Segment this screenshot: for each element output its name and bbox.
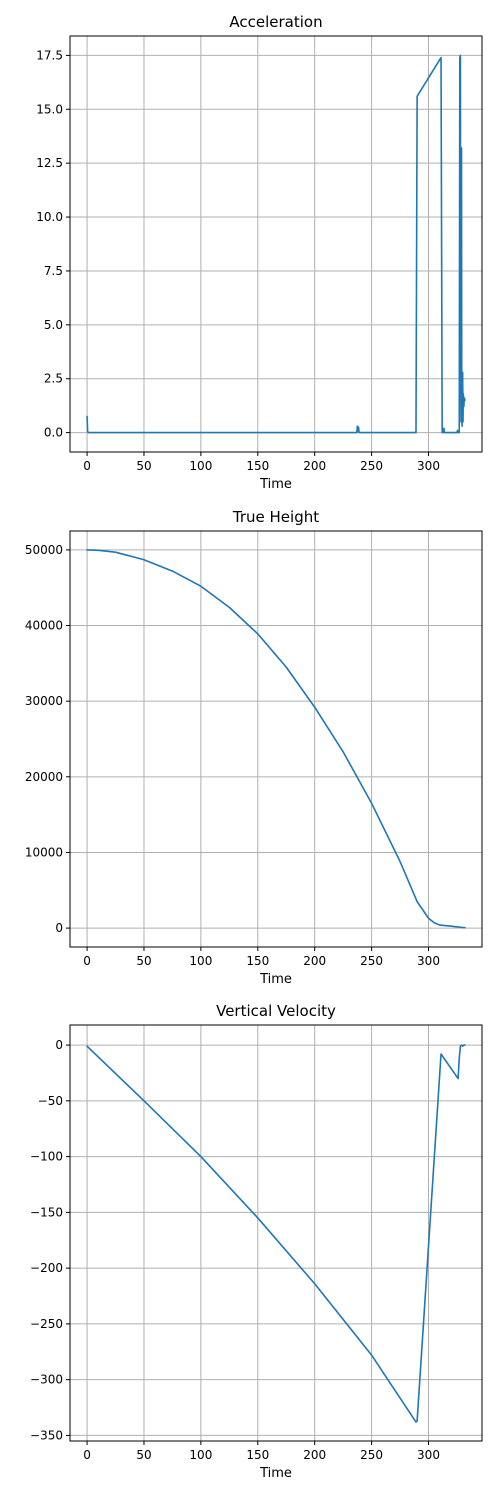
y-tick-label: −300 (30, 1373, 63, 1387)
plot-frame (69, 1024, 483, 1442)
chart-3: 0 50 100 150 200 250 300 0 −50 −100 −150 −200 −250 −3… (30, 1002, 483, 1481)
series-line (86, 54, 466, 434)
chart-title: Vertical Velocity (216, 1002, 336, 1020)
y-tick-label: 2.5 (44, 372, 63, 386)
x-tick-label: 200 (303, 1448, 326, 1462)
x-tick-label: 250 (360, 954, 383, 968)
y-tick-label: 0 (55, 921, 63, 935)
x-tick-label: 100 (189, 954, 212, 968)
x-tick-label: 50 (136, 459, 151, 473)
plot-frame (69, 530, 483, 948)
y-tick-label: 30000 (25, 694, 63, 708)
x-axis-label: Time (259, 1466, 292, 1481)
x-tick-label: 200 (303, 954, 326, 968)
x-tick-label: 250 (360, 1448, 383, 1462)
y-tick-label: 0 (55, 1038, 63, 1052)
x-tick-label: 300 (417, 954, 440, 968)
x-tick-label: 100 (189, 1448, 212, 1462)
y-tick-label: −350 (30, 1428, 63, 1442)
y-tick-label: 40000 (25, 619, 63, 633)
y-tick-label: 20000 (25, 770, 63, 784)
y-tick-label: 5.0 (44, 318, 63, 332)
x-axis-label: Time (259, 477, 292, 492)
x-tick-label: 50 (136, 954, 151, 968)
y-tick-label: −100 (30, 1150, 63, 1164)
x-axis-label: Time (259, 972, 292, 987)
x-tick-label: 100 (189, 459, 212, 473)
x-tick-label: 300 (417, 1448, 440, 1462)
x-tick-label: 0 (83, 954, 91, 968)
plot-frame (69, 35, 483, 453)
chart-title: True Height (232, 508, 319, 526)
series-line (86, 1044, 466, 1423)
chart-title: Acceleration (229, 13, 322, 31)
y-tick-label: 10.0 (36, 210, 63, 224)
x-tick-label: 150 (246, 459, 269, 473)
y-tick-label: −250 (30, 1317, 63, 1331)
x-tick-label: 150 (246, 954, 269, 968)
y-tick-label: −50 (38, 1094, 63, 1108)
y-tick-label: 7.5 (44, 264, 63, 278)
x-tick-label: 0 (83, 459, 91, 473)
y-tick-label: 12.5 (36, 156, 63, 170)
x-tick-label: 0 (83, 1448, 91, 1462)
y-tick-label: 50000 (25, 543, 63, 557)
x-tick-label: 200 (303, 459, 326, 473)
chart-2: 0 50 100 150 200 250 300 0 10000 20000 30000 40000 5… (25, 508, 483, 987)
x-tick-label: 50 (136, 1448, 151, 1462)
series-line (86, 549, 466, 929)
x-tick-label: 250 (360, 459, 383, 473)
x-tick-label: 150 (246, 1448, 269, 1462)
y-tick-label: 15.0 (36, 102, 63, 116)
x-tick-label: 300 (417, 459, 440, 473)
y-tick-label: 10000 (25, 845, 63, 859)
y-tick-label: 17.5 (36, 48, 63, 62)
y-tick-label: 0.0 (44, 426, 63, 440)
y-tick-label: −200 (30, 1261, 63, 1275)
y-tick-label: −150 (30, 1205, 63, 1219)
chart-1: 0 50 100 150 200 250 300 0.0 2.5 5.0 7.5 10.0 12.5 15… (36, 13, 483, 492)
